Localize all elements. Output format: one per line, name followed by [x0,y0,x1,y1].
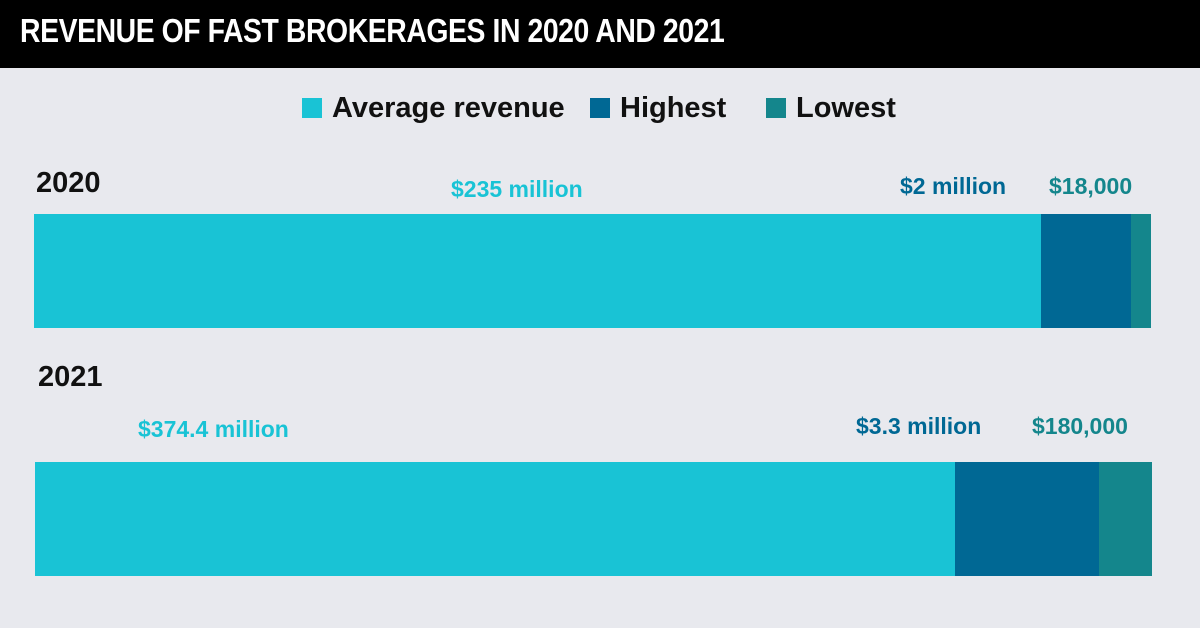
legend-swatch-average [302,98,322,118]
legend-item-average: Average revenue [302,90,565,126]
bar-2021-highest [955,462,1099,576]
legend-swatch-lowest [766,98,786,118]
legend-label-highest: Highest [620,91,727,124]
value-label-2021-average: $374.4 million [138,416,289,442]
bar-2020-lowest [1131,214,1151,328]
value-label-2021-highest: $3.3 million [856,413,982,439]
chart-title: REVENUE OF FAST BROKERAGES IN 2020 AND 2… [20,12,725,49]
title-bar: REVENUE OF FAST BROKERAGES IN 2020 AND 2… [0,0,1200,68]
bar-2021-average [35,462,955,576]
legend-item-lowest: Lowest [766,90,896,126]
value-label-2020-lowest: $18,000 [1049,173,1133,199]
value-label-2020-average: $235 million [451,176,583,202]
bar-2021-lowest [1099,462,1152,576]
legend: Average revenue Highest Lowest [0,90,1200,126]
year-label-2021: 2021 [38,361,103,393]
bar-2020-highest [1041,214,1131,328]
year-label-2020: 2020 [36,167,101,199]
legend-label-average: Average revenue [332,91,565,124]
bar-2020-average [34,214,1041,328]
legend-item-highest: Highest [590,90,726,126]
value-label-2020-highest: $2 million [900,173,1007,199]
value-label-2021-lowest: $180,000 [1032,413,1128,439]
legend-swatch-highest [590,98,610,118]
legend-label-lowest: Lowest [796,91,896,124]
